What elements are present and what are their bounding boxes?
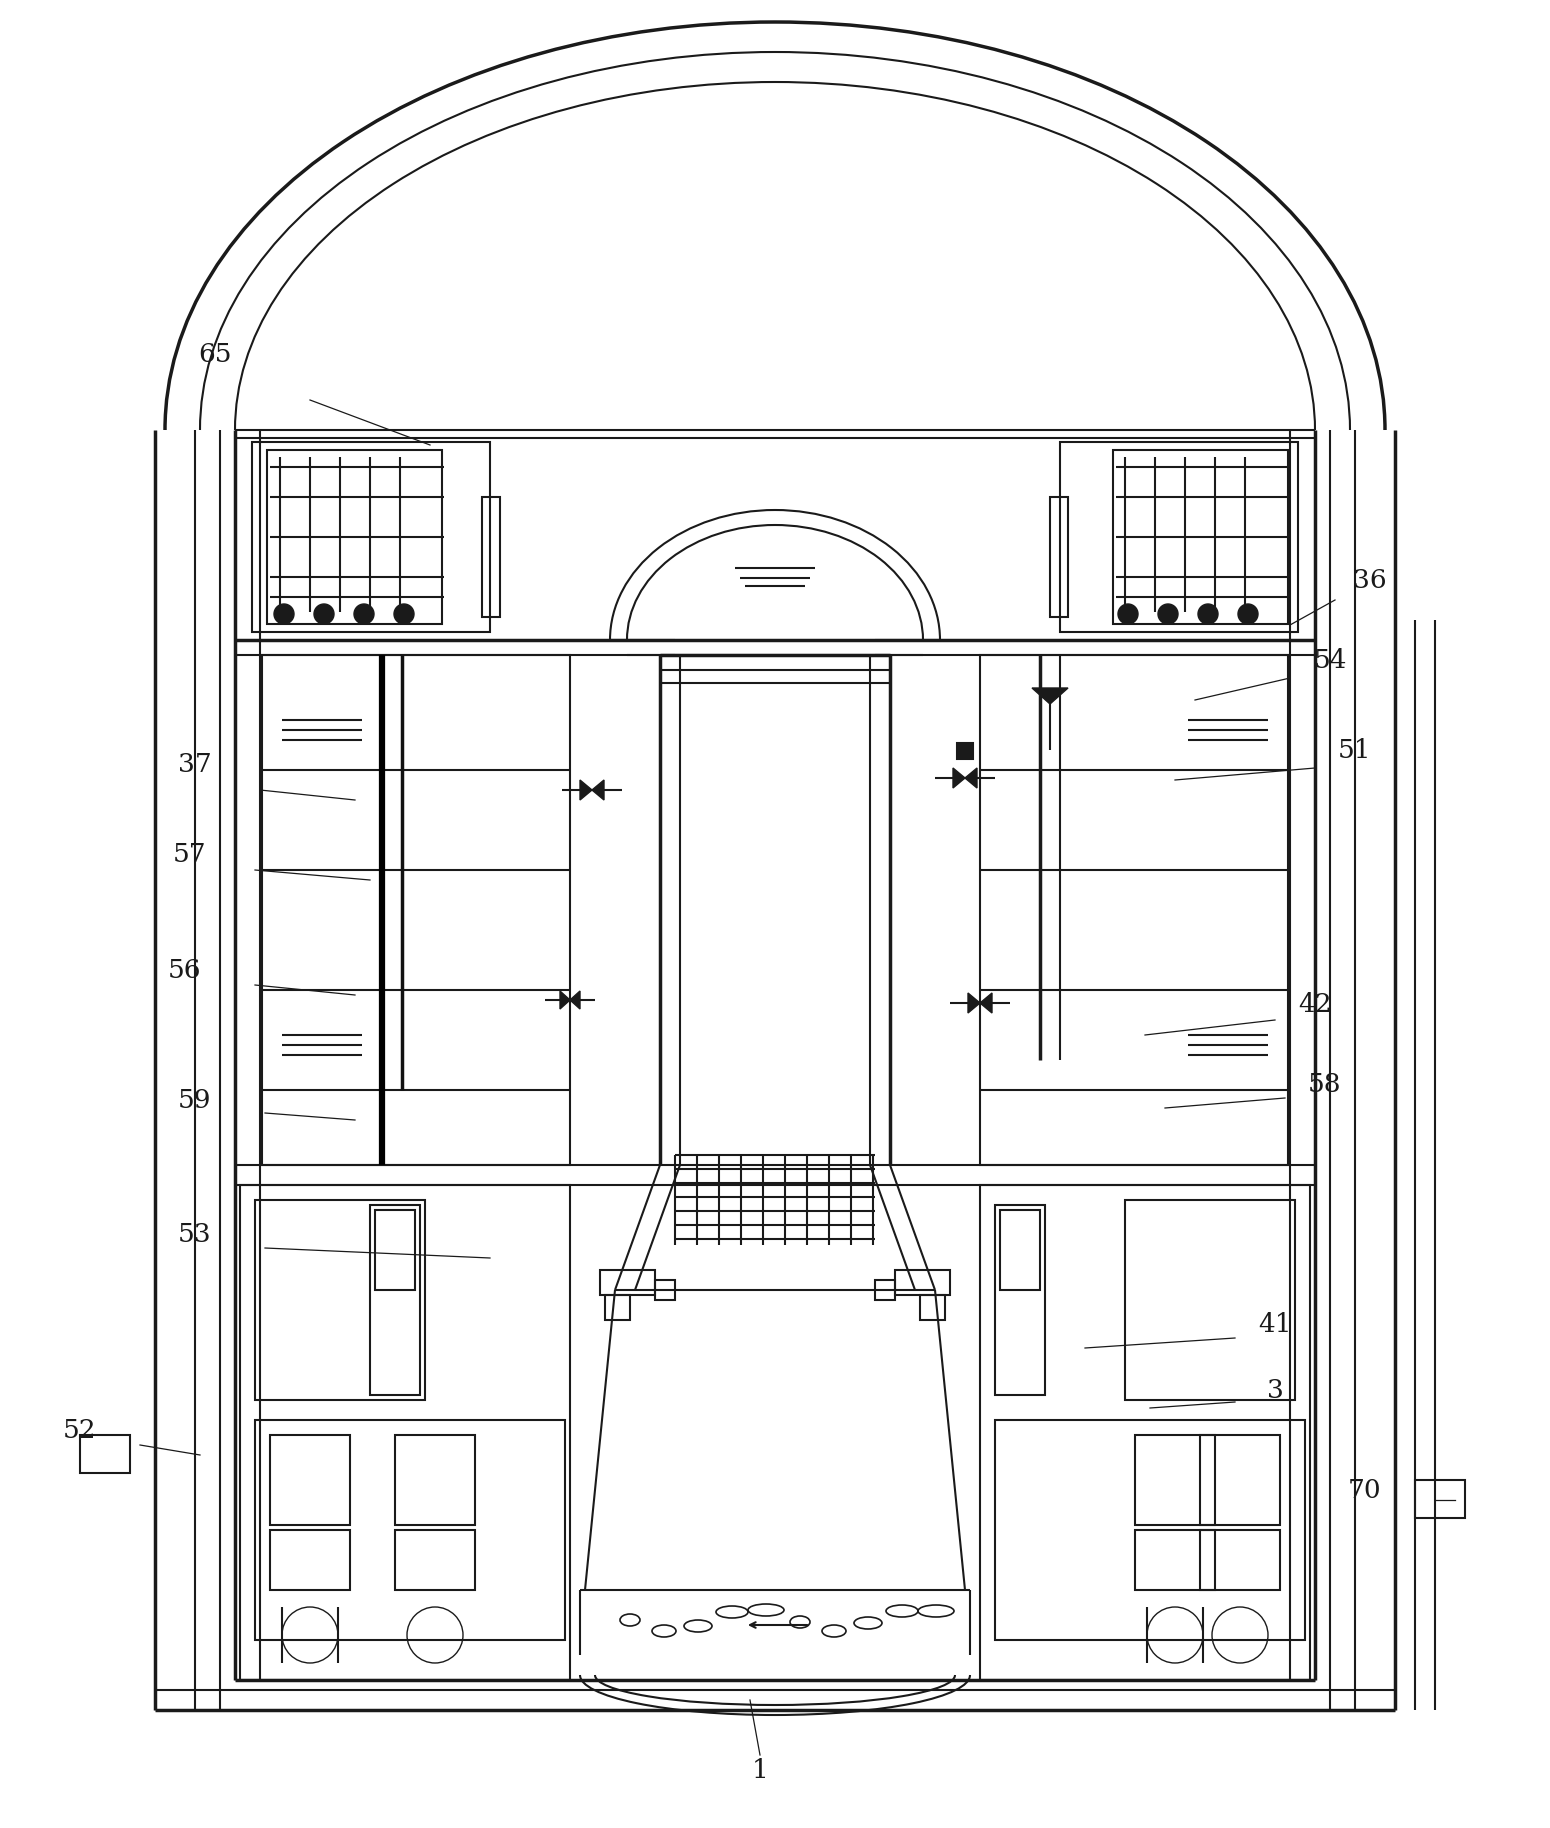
Bar	[270, 1435, 350, 1525]
Bar	[876, 1280, 894, 1300]
Polygon shape	[966, 768, 976, 788]
Bar	[1200, 1530, 1280, 1590]
Bar	[1125, 1199, 1294, 1400]
Bar	[995, 1420, 1305, 1640]
Bar	[1200, 1435, 1280, 1525]
Circle shape	[353, 603, 374, 623]
Bar	[256, 1199, 425, 1400]
Text: 57: 57	[174, 843, 206, 868]
Bar	[956, 742, 973, 759]
Bar	[375, 1210, 415, 1291]
Circle shape	[274, 603, 294, 623]
Text: 52: 52	[64, 1417, 96, 1442]
Circle shape	[394, 603, 414, 623]
Polygon shape	[1032, 687, 1068, 704]
Bar	[894, 1270, 950, 1294]
Circle shape	[315, 603, 333, 623]
Text: 58: 58	[1308, 1073, 1342, 1097]
Bar	[1415, 1481, 1465, 1517]
Bar	[1135, 1530, 1215, 1590]
Bar	[1113, 450, 1288, 623]
Text: 42: 42	[1299, 993, 1331, 1018]
Bar	[1135, 1435, 1215, 1525]
Bar	[395, 1530, 474, 1590]
Text: 70: 70	[1348, 1477, 1381, 1503]
Polygon shape	[560, 991, 570, 1009]
Circle shape	[1238, 603, 1259, 623]
Bar	[600, 1270, 656, 1294]
Text: 36: 36	[1353, 567, 1387, 592]
Bar	[370, 1205, 420, 1395]
Bar	[262, 654, 570, 1164]
Polygon shape	[592, 781, 604, 801]
Polygon shape	[980, 993, 992, 1013]
Circle shape	[1198, 603, 1218, 623]
Text: 51: 51	[1338, 737, 1372, 762]
Bar	[980, 1185, 1310, 1680]
Bar	[980, 654, 1288, 1164]
Bar	[1000, 1210, 1040, 1291]
Text: 41: 41	[1259, 1313, 1291, 1338]
Text: 1: 1	[752, 1757, 769, 1782]
Text: 54: 54	[1313, 647, 1347, 673]
Polygon shape	[580, 781, 592, 801]
Bar	[604, 1294, 629, 1320]
Bar	[267, 450, 442, 623]
Polygon shape	[953, 768, 966, 788]
Bar	[921, 1294, 946, 1320]
Bar	[395, 1435, 474, 1525]
Bar	[270, 1530, 350, 1590]
Bar	[81, 1435, 130, 1473]
Circle shape	[1118, 603, 1138, 623]
Text: 53: 53	[178, 1223, 212, 1247]
Text: 65: 65	[198, 342, 232, 367]
Bar	[240, 1185, 570, 1680]
Bar	[253, 442, 490, 632]
Circle shape	[1158, 603, 1178, 623]
Bar	[656, 1280, 674, 1300]
Bar	[1060, 442, 1297, 632]
Polygon shape	[969, 993, 980, 1013]
Bar	[1049, 497, 1068, 618]
Bar	[482, 497, 501, 618]
Text: 3: 3	[1266, 1378, 1283, 1402]
Text: 59: 59	[178, 1088, 212, 1113]
Text: 37: 37	[178, 753, 212, 777]
Bar	[995, 1205, 1045, 1395]
Text: 56: 56	[169, 958, 202, 982]
Bar	[256, 1420, 566, 1640]
Polygon shape	[570, 991, 580, 1009]
